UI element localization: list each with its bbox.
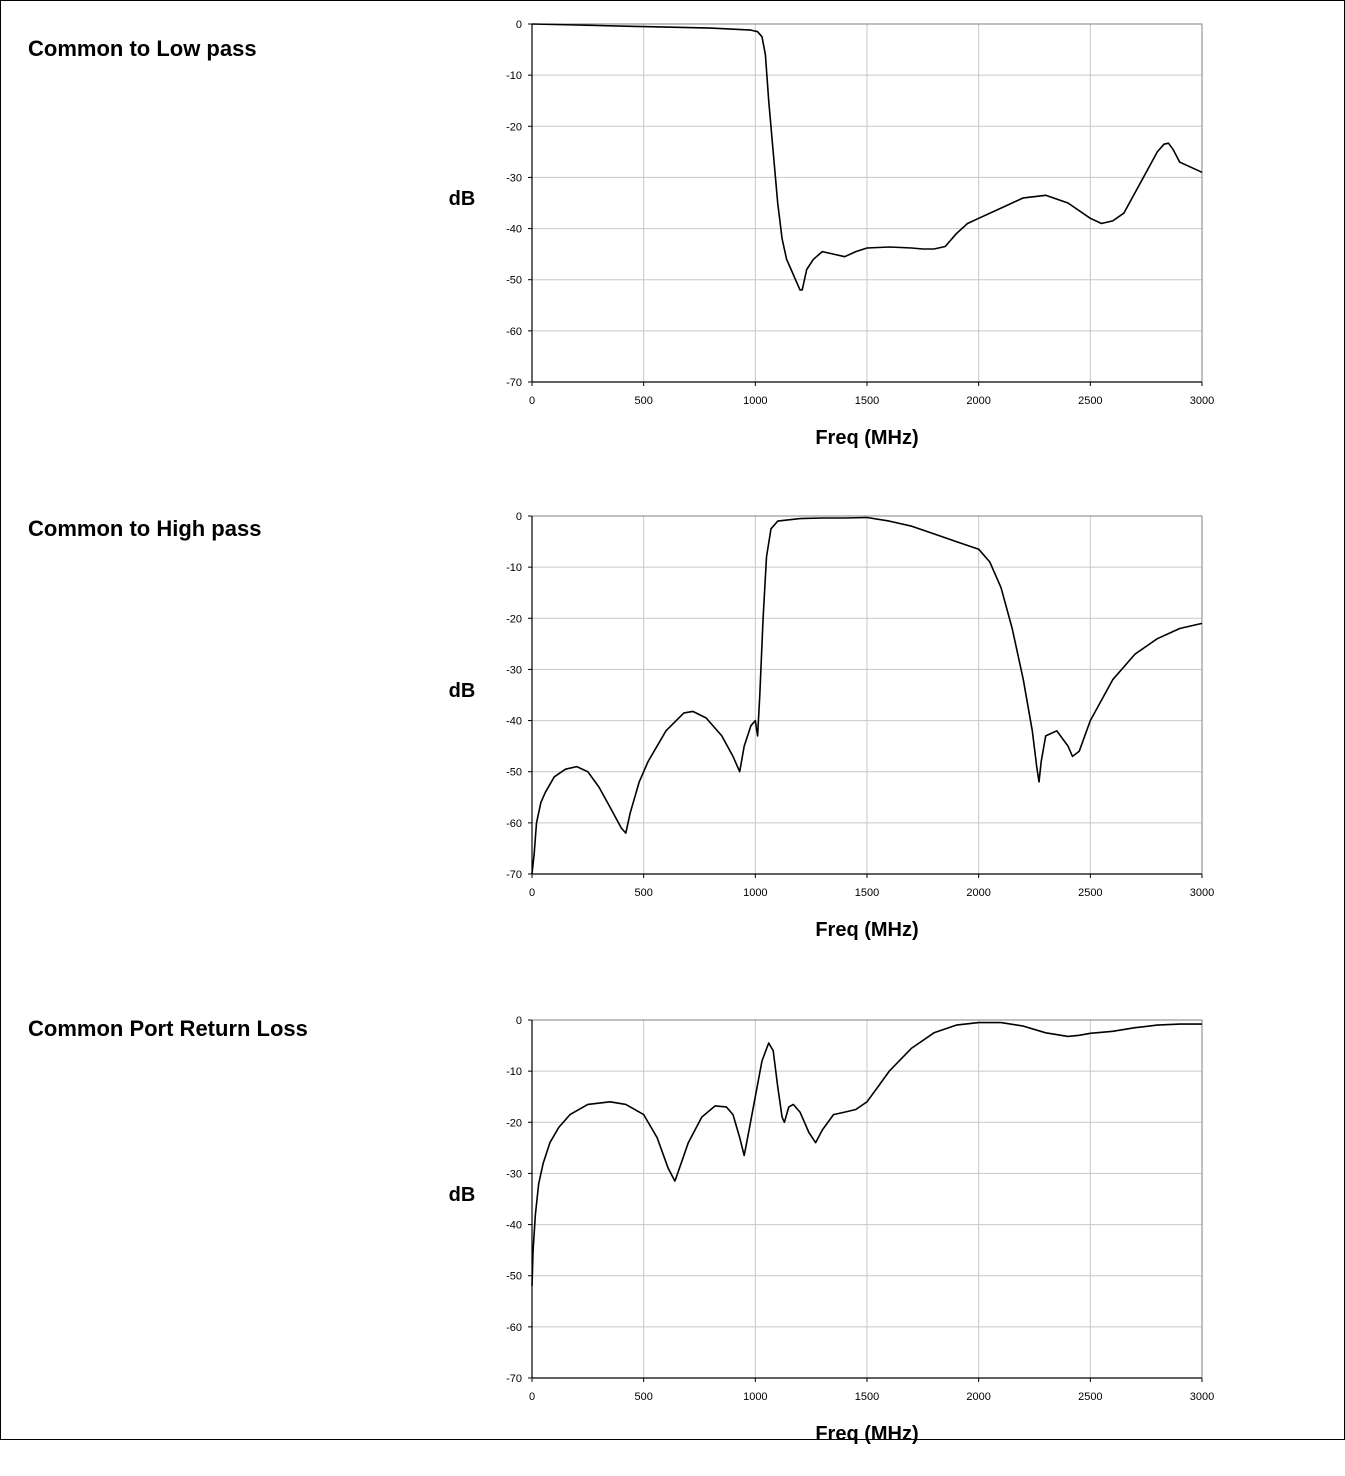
x-tick-label: 3000 — [1190, 887, 1214, 899]
x-tick-label: 500 — [634, 887, 652, 899]
y-axis-label: dB — [449, 680, 476, 702]
x-tick-label: 2000 — [966, 1391, 990, 1403]
series-line — [531, 23, 1203, 291]
y-tick-label: -40 — [506, 224, 522, 236]
y-tick-label: -10 — [506, 1066, 522, 1078]
y-tick-label: -30 — [506, 1168, 522, 1180]
x-tick-label: 2500 — [1078, 395, 1102, 407]
y-tick-label: 0 — [516, 19, 522, 31]
x-tick-label: 1000 — [743, 887, 767, 899]
y-axis-label: dB — [449, 188, 476, 210]
y-tick-label: -30 — [506, 664, 522, 676]
x-tick-label: 1000 — [743, 395, 767, 407]
x-axis-label: Freq (MHz) — [815, 427, 918, 449]
y-tick-label: -40 — [506, 1220, 522, 1232]
y-tick-label: -20 — [506, 121, 522, 133]
x-axis-label: Freq (MHz) — [815, 919, 918, 941]
y-tick-label: -70 — [506, 1373, 522, 1385]
x-tick-label: 3000 — [1190, 1391, 1214, 1403]
y-tick-label: -60 — [506, 326, 522, 338]
chart-title-low-pass: Common to Low pass — [28, 36, 257, 61]
x-tick-label: 3000 — [1190, 395, 1214, 407]
y-tick-label: -10 — [506, 562, 522, 574]
chart-high-pass: 0 -10 -20 -30 -40 -50 -60 -70 0 500 1000 1500 2000 25… — [449, 511, 1215, 941]
x-tick-label: 1500 — [855, 395, 879, 407]
x-tick-label: 500 — [634, 395, 652, 407]
y-tick-label: -70 — [506, 377, 522, 389]
y-tick-label: -60 — [506, 1322, 522, 1334]
x-tick-label: 500 — [634, 1391, 652, 1403]
chart-return-loss: 0 -10 -20 -30 -40 -50 -60 -70 0 500 1000 1500 2000 25… — [449, 1015, 1215, 1445]
y-tick-label: -50 — [506, 767, 522, 779]
y-tick-label: -20 — [506, 613, 522, 625]
chart-title-return-loss: Common Port Return Loss — [28, 1016, 308, 1041]
y-tick-label: -30 — [506, 172, 522, 184]
x-tick-label: 0 — [529, 395, 535, 407]
chart-low-pass: 0 -10 -20 -30 -40 -50 -60 -70 0 500 1000 1500 2000 25… — [449, 19, 1215, 449]
y-tick-label: -20 — [506, 1117, 522, 1129]
y-tick-label: 0 — [516, 511, 522, 523]
series-line — [531, 1021, 1202, 1286]
y-tick-label: 0 — [516, 1015, 522, 1027]
series-line — [531, 516, 1203, 875]
y-tick-label: -10 — [506, 70, 522, 82]
x-tick-label: 1500 — [855, 887, 879, 899]
chart-title-high-pass: Common to High pass — [28, 516, 262, 541]
x-tick-label: 1500 — [855, 1391, 879, 1403]
y-tick-label: -50 — [506, 1271, 522, 1283]
x-tick-label: 1000 — [743, 1391, 767, 1403]
y-axis-label: dB — [449, 1184, 476, 1206]
x-tick-label: 2000 — [966, 395, 990, 407]
x-axis-label: Freq (MHz) — [815, 1423, 918, 1445]
x-tick-label: 0 — [529, 1391, 535, 1403]
x-tick-label: 2000 — [966, 887, 990, 899]
y-tick-label: -60 — [506, 818, 522, 830]
x-tick-label: 2500 — [1078, 887, 1102, 899]
x-tick-label: 2500 — [1078, 1391, 1102, 1403]
x-tick-label: 0 — [529, 887, 535, 899]
y-tick-label: -40 — [506, 716, 522, 728]
y-tick-label: -70 — [506, 869, 522, 881]
y-tick-label: -50 — [506, 275, 522, 287]
